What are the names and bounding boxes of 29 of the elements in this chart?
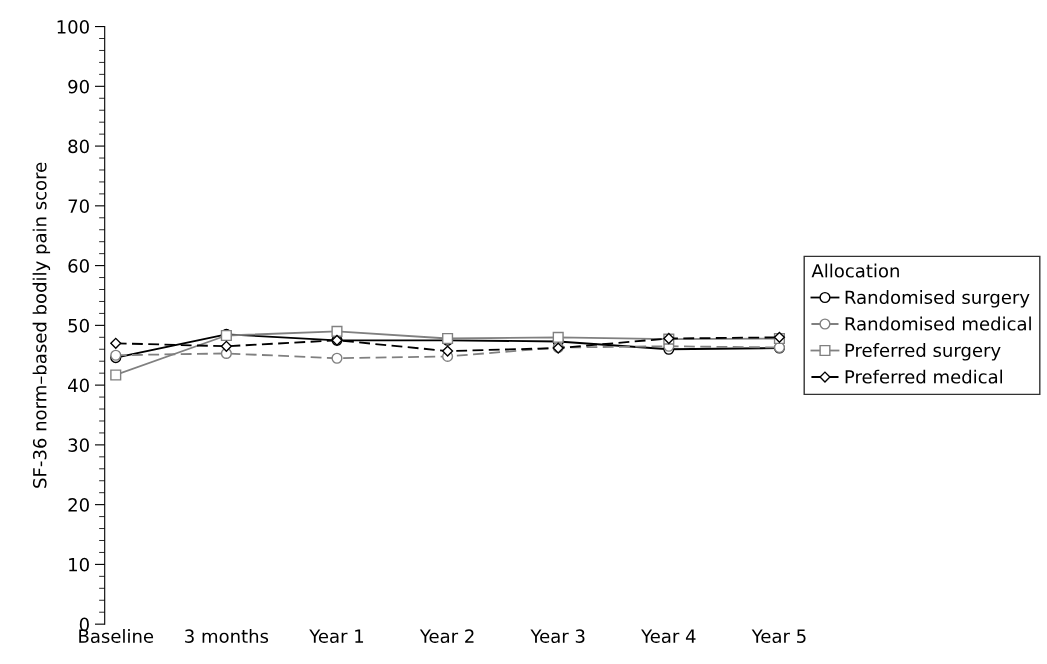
point (220, 340, 232, 352)
x-tick-label: Year 5 (751, 629, 806, 643)
point (331, 325, 343, 337)
y-tick-label: 60 (68, 259, 89, 273)
y-axis-title: SF-36 norm–based bodily pain score (32, 162, 51, 488)
y-tick-label: 30 (68, 438, 89, 452)
y-tick-label: 20 (68, 498, 89, 512)
y-tick-label: 70 (68, 199, 89, 213)
point (110, 337, 122, 349)
y-tick-label: 100 (57, 20, 89, 34)
legend-label: Preferred medical (845, 369, 1003, 384)
x-tick-label: Year 4 (641, 629, 696, 643)
y-tick-label: 50 (68, 318, 89, 333)
point (110, 369, 122, 381)
y-tick-label: 90 (68, 79, 89, 94)
point (552, 331, 564, 343)
x-tick-label: Year 3 (530, 629, 585, 643)
legend-label: Randomised surgery (845, 290, 1030, 308)
legend-label: Preferred surgery (845, 343, 1001, 361)
x-tick-label: Year 1 (309, 629, 364, 643)
legend-label: Randomised medical (845, 316, 1031, 331)
x-tick-label: 3 months (185, 629, 269, 643)
point (441, 345, 454, 357)
y-tick-label: 40 (68, 378, 89, 393)
y-tick-label: 10 (69, 557, 89, 572)
y-tick-label: 80 (68, 139, 89, 154)
x-tick-label: Year 2 (419, 629, 474, 643)
legend-title: Allocation (811, 263, 899, 278)
point (331, 352, 343, 364)
